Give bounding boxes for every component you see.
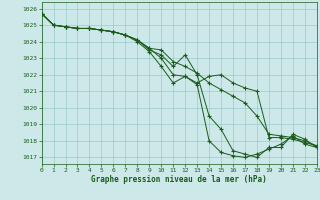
X-axis label: Graphe pression niveau de la mer (hPa): Graphe pression niveau de la mer (hPa) [91,175,267,184]
